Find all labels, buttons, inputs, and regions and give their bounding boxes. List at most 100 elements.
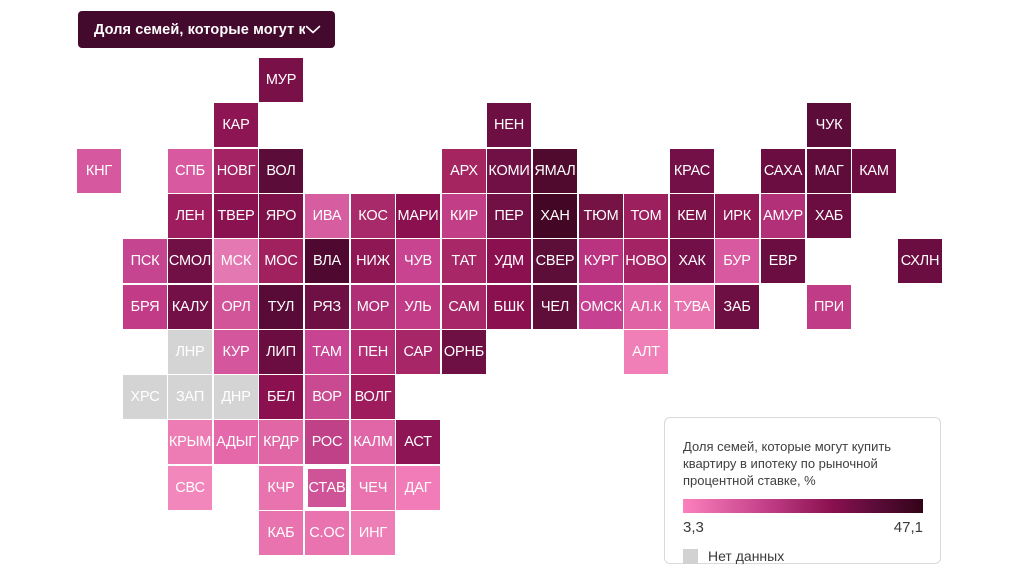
region-tile[interactable]: ВОР — [305, 375, 349, 419]
region-tile[interactable]: ТАМ — [305, 330, 349, 374]
region-tile[interactable]: КИР — [442, 194, 486, 238]
region-tile[interactable]: АЛ.К — [624, 285, 668, 329]
region-tile[interactable]: БУР — [715, 239, 759, 283]
region-tile[interactable]: ПЕН — [351, 330, 395, 374]
region-tile[interactable]: ИРК — [715, 194, 759, 238]
region-tile[interactable]: КНГ — [77, 149, 121, 193]
region-tile[interactable]: ДНР — [214, 375, 258, 419]
region-tile[interactable]: ДАГ — [396, 466, 440, 510]
legend-range: 3,3 47,1 — [683, 519, 923, 536]
region-tile[interactable]: САМ — [442, 285, 486, 329]
region-tile[interactable]: РОС — [305, 420, 349, 464]
tile-map: МУР КАР НЕН ЧУК КНГ СПБ НОВГ ВОЛ АРХ КОМИ ЯМАЛ КРАС… — [77, 58, 957, 558]
region-tile[interactable]: ЛНР — [168, 330, 212, 374]
region-tile[interactable]: ХРС — [123, 375, 167, 419]
region-tile[interactable]: САР — [396, 330, 440, 374]
region-tile[interactable]: ПРИ — [807, 285, 851, 329]
region-tile[interactable]: ТЮМ — [579, 194, 623, 238]
region-tile[interactable]: КОС — [351, 194, 395, 238]
region-tile[interactable]: ПСК — [123, 239, 167, 283]
region-tile[interactable]: МОР — [351, 285, 395, 329]
region-tile[interactable]: КУРГ — [579, 239, 623, 283]
region-tile[interactable]: ЛЕН — [168, 194, 212, 238]
region-tile[interactable]: ЕВР — [761, 239, 805, 283]
region-tile[interactable]: ВЛА — [305, 239, 349, 283]
region-tile[interactable]: МСК — [214, 239, 258, 283]
region-tile[interactable]: КЧР — [259, 466, 303, 510]
legend-max-value: 47,1 — [893, 519, 923, 536]
region-tile[interactable]: ЧЕЛ — [533, 285, 577, 329]
region-tile[interactable]: АРХ — [442, 149, 486, 193]
legend-min-value: 3,3 — [683, 519, 704, 536]
region-tile[interactable]: РЯЗ — [305, 285, 349, 329]
region-tile[interactable]: ПЕР — [487, 194, 531, 238]
region-tile[interactable]: ОМСК — [579, 285, 623, 329]
region-tile[interactable]: ХАК — [670, 239, 714, 283]
region-tile[interactable]: ЯРО — [259, 194, 303, 238]
region-tile[interactable]: АМУР — [761, 194, 805, 238]
region-tile[interactable]: ЧУВ — [396, 239, 440, 283]
region-tile[interactable]: НЕН — [487, 103, 531, 147]
region-tile[interactable]: КАР — [214, 103, 258, 147]
region-tile[interactable]: С.ОС — [305, 511, 349, 555]
region-tile[interactable]: ТВЕР — [214, 194, 258, 238]
region-tile[interactable]: НОВГ — [214, 149, 258, 193]
region-tile[interactable]: ТОМ — [624, 194, 668, 238]
region-tile[interactable]: КУР — [214, 330, 258, 374]
region-tile[interactable]: КЕМ — [670, 194, 714, 238]
region-tile[interactable]: СВЕР — [533, 239, 577, 283]
region-tile[interactable]: ЯМАЛ — [533, 149, 577, 193]
legend-title: Доля семей, которые могут купить квартир… — [683, 438, 922, 489]
region-tile[interactable]: ЧУК — [807, 103, 851, 147]
region-tile[interactable]: ИВА — [305, 194, 349, 238]
region-tile[interactable]: ЗАП — [168, 375, 212, 419]
region-tile[interactable]: НОВО — [624, 239, 668, 283]
region-tile[interactable]: МАГ — [807, 149, 851, 193]
region-tile[interactable]: МОС — [259, 239, 303, 283]
region-tile[interactable]: ЧЕЧ — [351, 466, 395, 510]
region-tile[interactable]: КРАС — [670, 149, 714, 193]
region-tile[interactable]: СПБ — [168, 149, 212, 193]
region-tile[interactable]: САХА — [761, 149, 805, 193]
region-tile[interactable]: КАБ — [259, 511, 303, 555]
region-tile[interactable]: ТАТ — [442, 239, 486, 283]
legend-card: Доля семей, которые могут купить квартир… — [664, 417, 941, 564]
region-tile[interactable]: АДЫГ — [214, 420, 258, 464]
region-tile[interactable]: ХАБ — [807, 194, 851, 238]
region-tile[interactable]: БРЯ — [123, 285, 167, 329]
indicator-dropdown[interactable]: Доля семей, которые могут к... — [78, 11, 335, 48]
region-tile[interactable]: МАРИ — [396, 194, 440, 238]
region-tile[interactable]: ВОЛ — [259, 149, 303, 193]
legend-title-line: Доля семей, которые могут купить — [683, 439, 892, 454]
region-tile[interactable]: АЛТ — [624, 330, 668, 374]
region-tile[interactable]: БШК — [487, 285, 531, 329]
region-tile[interactable]: ТУЛ — [259, 285, 303, 329]
region-tile[interactable]: ОРНБ — [442, 330, 486, 374]
region-tile[interactable]: СВС — [168, 466, 212, 510]
region-tile[interactable]: ИНГ — [351, 511, 395, 555]
region-tile[interactable]: СХЛН — [898, 239, 942, 283]
region-tile[interactable]: ЛИП — [259, 330, 303, 374]
region-tile[interactable]: БЕЛ — [259, 375, 303, 419]
chevron-down-icon — [305, 25, 321, 34]
region-tile[interactable]: КАМ — [852, 149, 896, 193]
region-tile[interactable]: ОРЛ — [214, 285, 258, 329]
region-tile[interactable]: ЗАБ — [715, 285, 759, 329]
indicator-dropdown-label: Доля семей, которые могут к... — [94, 21, 305, 38]
region-tile[interactable]: КРДР — [259, 420, 303, 464]
region-tile[interactable]: МУР — [259, 58, 303, 102]
region-tile[interactable]: СМОЛ — [168, 239, 212, 283]
region-tile[interactable]: УДМ — [487, 239, 531, 283]
region-tile[interactable]: КАЛУ — [168, 285, 212, 329]
region-tile[interactable]: КАЛМ — [351, 420, 395, 464]
region-tile[interactable]: ТУВА — [670, 285, 714, 329]
legend-nodata: Нет данных — [683, 548, 922, 564]
region-tile[interactable]: УЛЬ — [396, 285, 440, 329]
region-tile[interactable]: КРЫМ — [168, 420, 212, 464]
region-tile[interactable]: ВОЛГ — [351, 375, 395, 419]
region-tile[interactable]: КОМИ — [487, 149, 531, 193]
region-tile[interactable]: АСТ — [396, 420, 440, 464]
region-tile[interactable]: НИЖ — [351, 239, 395, 283]
region-tile[interactable]: ХАН — [533, 194, 577, 238]
region-tile[interactable]: СТАВ — [305, 466, 349, 510]
